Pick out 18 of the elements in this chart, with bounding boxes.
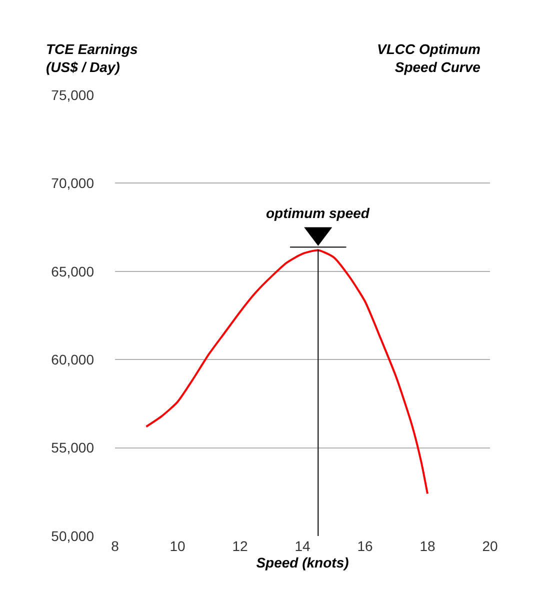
- y-axis-title: TCE Earnings (US$ / Day): [46, 41, 138, 76]
- y-tick-label: 65,000: [51, 263, 94, 280]
- x-tick-label: 14: [294, 538, 310, 554]
- y-tick-label: 60,000: [51, 352, 94, 368]
- y-tick-label: 70,000: [51, 175, 94, 192]
- x-axis-title: Speed (knots): [256, 554, 350, 570]
- y-tick-label: 75,000: [51, 86, 94, 103]
- chart-title: VLCC Optimum Speed Curve: [377, 41, 481, 76]
- ref-line-label: optimum speed: [266, 205, 370, 221]
- x-tick-label: 18: [420, 538, 436, 554]
- x-tick-label: 20: [482, 538, 498, 554]
- x-tick-label: 8: [111, 538, 120, 554]
- y-tick-label: 55,000: [51, 440, 94, 456]
- y-tick-label: 50,000: [51, 528, 94, 544]
- x-tick-label: 16: [357, 538, 373, 554]
- x-tick-label: 10: [170, 538, 186, 554]
- x-tick-label: 12: [232, 538, 248, 554]
- line-series: [145, 249, 428, 495]
